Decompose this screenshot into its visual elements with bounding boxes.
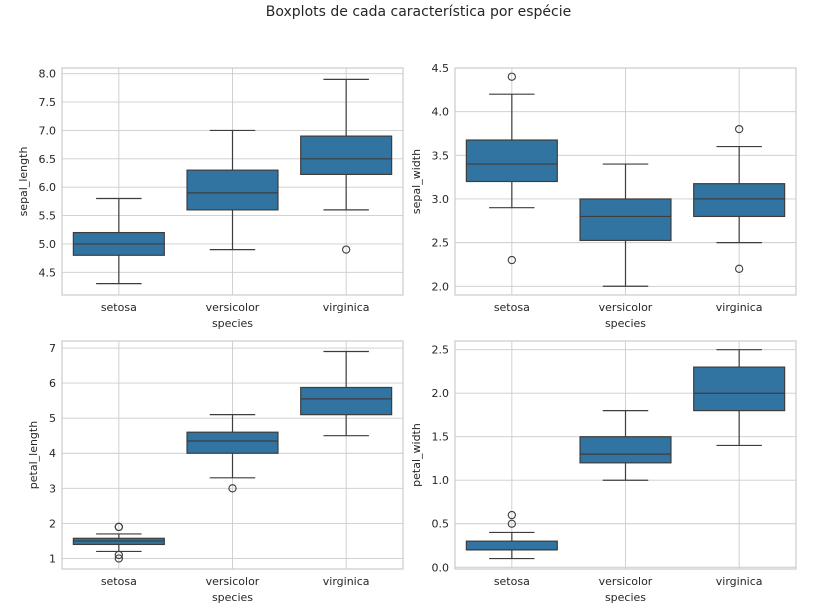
box-virginica xyxy=(693,124,786,273)
y-tick-label: 0.0 xyxy=(432,561,450,574)
box-setosa xyxy=(72,522,165,563)
box-virginica xyxy=(693,349,786,447)
y-axis-label: petal_width xyxy=(410,423,423,487)
x-tick-label: virginica xyxy=(323,301,370,314)
y-tick-label: 3.5 xyxy=(432,149,450,162)
y-tick-label: 7.0 xyxy=(39,124,57,137)
iqr-box xyxy=(186,431,279,454)
y-tick-label: 5 xyxy=(49,412,56,425)
box-virginica xyxy=(300,350,393,437)
y-tick-label: 0.5 xyxy=(432,518,450,531)
y-tick-label: 6.0 xyxy=(39,181,57,194)
y-tick-label: 2.0 xyxy=(432,387,450,400)
outlier-point xyxy=(507,72,516,81)
iqr-box xyxy=(186,169,279,211)
box-versicolor xyxy=(186,129,279,251)
x-axis-label: species xyxy=(605,591,646,604)
y-tick-label: 3 xyxy=(49,482,56,495)
x-tick-label: virginica xyxy=(716,575,763,588)
outlier-point xyxy=(507,255,516,265)
y-tick-label: 2.0 xyxy=(432,280,450,293)
y-tick-label: 3.0 xyxy=(432,193,450,206)
box-setosa xyxy=(465,72,558,265)
x-tick-label: setosa xyxy=(101,301,137,314)
outlier-point xyxy=(735,264,744,273)
x-axis-label: species xyxy=(605,317,646,330)
x-tick-label: versicolor xyxy=(599,301,653,314)
outlier-point xyxy=(507,519,516,528)
subplot-petal_length: 1 2 3 4 5 6 7 setosa versicolor virginica species p… xyxy=(27,340,404,604)
iqr-box xyxy=(579,198,672,242)
y-tick-label: 6 xyxy=(49,377,56,390)
x-tick-label: virginica xyxy=(323,575,370,588)
y-tick-label: 6.5 xyxy=(39,153,57,166)
outlier-point xyxy=(114,550,123,560)
x-tick-label: setosa xyxy=(101,575,137,588)
y-tick-label: 1.0 xyxy=(432,474,450,487)
y-tick-label: 8.0 xyxy=(39,68,57,81)
x-axis-label: species xyxy=(212,317,253,330)
figure-title: Boxplots de cada característica por espé… xyxy=(265,4,572,20)
y-tick-label: 1.5 xyxy=(432,431,450,444)
y-axis-label: petal_length xyxy=(27,421,40,489)
y-tick-label: 5.5 xyxy=(39,210,57,223)
y-tick-label: 5.0 xyxy=(39,238,57,251)
outlier-point xyxy=(342,245,351,254)
y-tick-label: 4 xyxy=(49,447,56,460)
box-setosa xyxy=(465,510,558,560)
iqr-box xyxy=(300,135,393,176)
y-tick-label: 2.5 xyxy=(432,344,450,357)
y-tick-label: 1 xyxy=(49,552,56,565)
y-tick-label: 2.5 xyxy=(432,237,450,250)
outlier-point xyxy=(507,510,516,520)
x-axis-label: species xyxy=(212,591,253,604)
subplot-petal_width: 0.0 0.5 1.0 1.5 2.0 2.5 setosa versicolor virgin… xyxy=(410,340,797,604)
plot-frame xyxy=(61,340,404,570)
y-tick-label: 7 xyxy=(49,342,56,355)
iqr-box xyxy=(300,386,393,416)
iqr-box xyxy=(693,183,786,218)
x-tick-label: versicolor xyxy=(206,575,260,588)
iqr-box xyxy=(465,139,558,183)
y-tick-label: 2 xyxy=(49,517,56,530)
x-tick-label: versicolor xyxy=(206,301,260,314)
outlier-point xyxy=(114,522,123,532)
y-axis-label: sepal_width xyxy=(410,149,423,214)
y-tick-label: 7.5 xyxy=(39,96,57,109)
y-tick-label: 4.5 xyxy=(39,266,57,279)
box-virginica xyxy=(300,78,393,254)
box-setosa xyxy=(72,197,165,285)
subplot-sepal_width: 2.0 2.5 3.0 3.5 4.0 4.5 setosa versicolor virgin… xyxy=(410,62,797,330)
y-tick-label: 4.0 xyxy=(432,106,450,119)
iqr-box xyxy=(465,540,558,551)
iqr-box xyxy=(693,366,786,412)
box-versicolor xyxy=(579,410,672,481)
box-versicolor xyxy=(186,414,279,493)
plot-frame xyxy=(454,340,797,570)
outlier-point xyxy=(228,484,237,493)
plot-frame xyxy=(454,67,797,296)
x-tick-label: setosa xyxy=(494,575,530,588)
subplot-sepal_length: 4.5 5.0 5.5 6.0 6.5 7.0 7.5 8.0 setosa versicolor… xyxy=(17,67,404,330)
y-axis-label: sepal_length xyxy=(17,147,30,217)
outlier-point xyxy=(114,554,123,563)
iqr-box xyxy=(579,436,672,464)
x-tick-label: setosa xyxy=(494,301,530,314)
y-tick-label: 4.5 xyxy=(432,62,450,75)
box-versicolor xyxy=(579,163,672,287)
x-tick-label: versicolor xyxy=(599,575,653,588)
plot-frame xyxy=(61,67,404,296)
outlier-point xyxy=(735,124,744,134)
x-tick-label: virginica xyxy=(716,301,763,314)
